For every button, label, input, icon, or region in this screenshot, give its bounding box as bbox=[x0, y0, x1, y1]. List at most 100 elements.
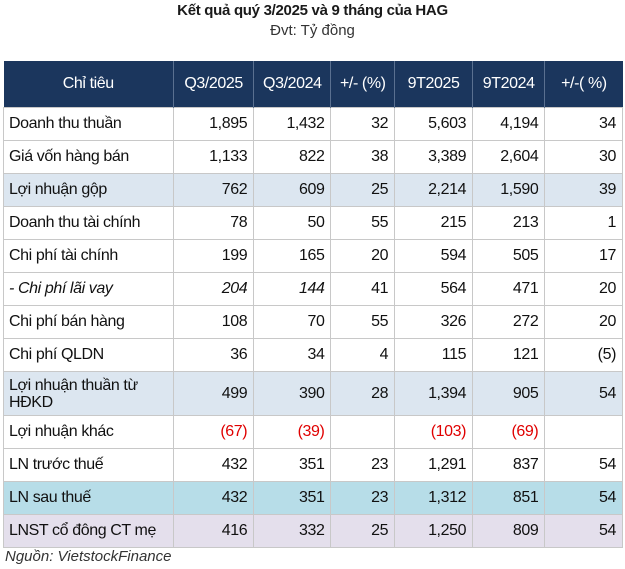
table-cell: 4,194 bbox=[472, 107, 546, 141]
table-cell: 50 bbox=[253, 206, 332, 240]
table-cell: 416 bbox=[173, 514, 255, 548]
table-cell: 41 bbox=[330, 272, 396, 306]
table-cell: 204 bbox=[173, 272, 255, 306]
table-cell: 822 bbox=[253, 140, 332, 174]
source-note: Nguồn: VietstockFinance bbox=[5, 548, 172, 565]
column-header: 9T2024 bbox=[472, 61, 545, 108]
table-cell: 432 bbox=[173, 448, 255, 482]
row-label: Lợi nhuận khác bbox=[2, 415, 175, 449]
table-row: LN trước thuế 432 351 23 1,291 837 54 bbox=[2, 448, 623, 482]
table-cell: 54 bbox=[544, 514, 623, 548]
table-cell: 55 bbox=[330, 206, 396, 240]
row-label: LN sau thuế bbox=[2, 481, 175, 515]
table-row: Doanh thu tài chính 78 50 55 215 213 1 bbox=[2, 206, 623, 240]
table-cell: 20 bbox=[544, 272, 623, 306]
table-cell: 837 bbox=[472, 448, 546, 482]
table-cell: 54 bbox=[544, 481, 623, 515]
table-cell: 199 bbox=[173, 239, 255, 273]
table-cell: 351 bbox=[253, 481, 332, 515]
table-cell: 70 bbox=[253, 305, 332, 339]
table-row: Doanh thu thuần 1,895 1,432 32 5,603 4,194 34 bbox=[2, 107, 623, 141]
table-cell: 564 bbox=[394, 272, 474, 306]
table-cell: 36 bbox=[173, 338, 255, 372]
table-cell: 54 bbox=[544, 371, 623, 416]
table-cell: 609 bbox=[253, 173, 332, 207]
table-cell: 17 bbox=[544, 239, 623, 273]
column-header: 9T2025 bbox=[394, 61, 473, 108]
table-cell: 34 bbox=[544, 107, 623, 141]
column-header: +/-( %) bbox=[544, 61, 623, 108]
table-cell: 30 bbox=[544, 140, 623, 174]
table-cell: 34 bbox=[253, 338, 332, 372]
results-table: Chỉ tiêu Q3/2025 Q3/2024 +/- (%) 9T2025 9T202… bbox=[2, 61, 623, 548]
table-cell: 78 bbox=[173, 206, 255, 240]
table-cell: 332 bbox=[253, 514, 332, 548]
table-cell: 905 bbox=[472, 371, 546, 416]
table-cell: 25 bbox=[330, 173, 396, 207]
table-cell: (103) bbox=[394, 415, 474, 449]
table-cell: 108 bbox=[173, 305, 255, 339]
table-row: Chi phí tài chính 199 165 20 594 505 17 bbox=[2, 239, 623, 273]
table-row: Chi phí QLDN 36 34 4 115 121 (5) bbox=[2, 338, 623, 372]
table-cell: 1,133 bbox=[173, 140, 255, 174]
row-label: - Chi phí lãi vay bbox=[2, 272, 175, 306]
table-cell: 165 bbox=[253, 239, 332, 273]
column-header: +/- (%) bbox=[330, 61, 395, 108]
row-label: Giá vốn hàng bán bbox=[2, 140, 175, 174]
table-cell: 2,604 bbox=[472, 140, 546, 174]
table-cell: 499 bbox=[173, 371, 255, 416]
table-cell: 28 bbox=[330, 371, 396, 416]
table-cell: 1,250 bbox=[394, 514, 474, 548]
table-cell: 39 bbox=[544, 173, 623, 207]
table-cell: 351 bbox=[253, 448, 332, 482]
table-cell: 215 bbox=[394, 206, 474, 240]
row-label: Lợi nhuận thuần từ HĐKD bbox=[2, 371, 175, 416]
table-cell: 1,432 bbox=[253, 107, 332, 141]
column-header: Chỉ tiêu bbox=[3, 61, 174, 108]
table-row: Chi phí bán hàng 108 70 55 326 272 20 bbox=[2, 305, 623, 339]
table-cell: 144 bbox=[253, 272, 332, 306]
table-cell: 23 bbox=[330, 481, 396, 515]
row-label: Chi phí QLDN bbox=[2, 338, 175, 372]
column-header: Q3/2025 bbox=[173, 61, 254, 108]
table-row: LNST cổ đông CT mẹ 416 332 25 1,250 809 54 bbox=[2, 514, 623, 548]
table-cell: 505 bbox=[472, 239, 546, 273]
table-cell: 55 bbox=[330, 305, 396, 339]
table-title: Kết quả quý 3/2025 và 9 tháng của HAG bbox=[177, 2, 448, 19]
table-cell: 25 bbox=[330, 514, 396, 548]
table-cell bbox=[330, 415, 396, 449]
table-cell: (67) bbox=[173, 415, 255, 449]
table-cell: 3,389 bbox=[394, 140, 474, 174]
table-cell bbox=[544, 415, 623, 449]
table-cell: 1,895 bbox=[173, 107, 255, 141]
table-cell: 432 bbox=[173, 481, 255, 515]
row-label: Doanh thu thuần bbox=[2, 107, 175, 141]
table-row: Lợi nhuận gộp 762 609 25 2,214 1,590 39 bbox=[2, 173, 623, 207]
table-cell: 5,603 bbox=[394, 107, 474, 141]
row-label: LNST cổ đông CT mẹ bbox=[2, 514, 175, 548]
table-row: - Chi phí lãi vay 204 144 41 564 471 20 bbox=[2, 272, 623, 306]
row-label: Chi phí bán hàng bbox=[2, 305, 175, 339]
table-cell: 1,312 bbox=[394, 481, 474, 515]
table-cell: 32 bbox=[330, 107, 396, 141]
table-cell: 1,590 bbox=[472, 173, 546, 207]
table-cell: 121 bbox=[472, 338, 546, 372]
table-row: Lợi nhuận khác (67) (39) (103) (69) bbox=[2, 415, 623, 449]
table-cell: 272 bbox=[472, 305, 546, 339]
table-cell: 23 bbox=[330, 448, 396, 482]
header-row: Chỉ tiêu Q3/2025 Q3/2024 +/- (%) 9T2025 9T202… bbox=[3, 61, 623, 108]
row-label: LN trước thuế bbox=[2, 448, 175, 482]
table-cell: 762 bbox=[173, 173, 255, 207]
table-cell: 1,394 bbox=[394, 371, 474, 416]
table-cell: 390 bbox=[253, 371, 332, 416]
table-cell: 20 bbox=[544, 305, 623, 339]
table-row: Giá vốn hàng bán 1,133 822 38 3,389 2,604 30 bbox=[2, 140, 623, 174]
column-header: Q3/2024 bbox=[253, 61, 331, 108]
row-label: Lợi nhuận gộp bbox=[2, 173, 175, 207]
table-cell: 115 bbox=[394, 338, 474, 372]
table-cell: (5) bbox=[544, 338, 623, 372]
table-cell: 809 bbox=[472, 514, 546, 548]
table-cell: 20 bbox=[330, 239, 396, 273]
table-cell: 1 bbox=[544, 206, 623, 240]
table-cell: 4 bbox=[330, 338, 396, 372]
